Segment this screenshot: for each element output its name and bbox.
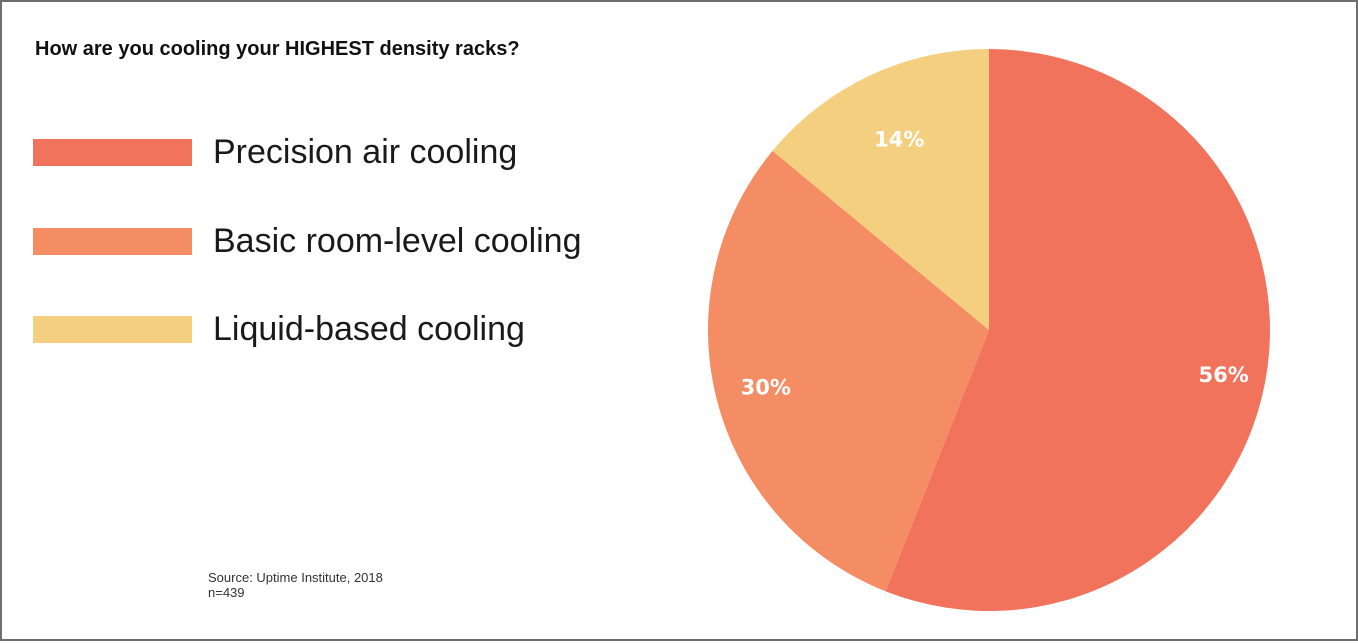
source-note: Source: Uptime Institute, 2018 n=439 [208,570,383,600]
slice-label-basic-room: 30% [741,375,791,399]
slice-label-liquid-based: 14% [874,127,924,151]
legend-swatch-liquid-based [33,315,192,343]
legend-label-liquid-based: Liquid-based cooling [213,309,525,348]
legend-label-precision-air: Precision air cooling [213,132,518,171]
legend-swatch-basic-room [33,227,192,255]
legend-item-liquid-based: Liquid-based cooling [33,307,525,351]
legend-item-precision-air: Precision air cooling [33,130,517,174]
legend-item-basic-room: Basic room-level cooling [33,219,582,263]
legend-swatch-precision-air [33,138,192,166]
source-text: Source: Uptime Institute, 2018 [208,570,383,585]
chart-title: How are you cooling your HIGHEST density… [35,38,520,60]
legend-label-basic-room: Basic room-level cooling [213,221,582,260]
pie-slice-basic-room [707,150,989,592]
pie-slice-liquid-based [772,49,989,330]
pie-slice-precision-air [885,49,1270,611]
slice-label-precision-air: 56% [1198,363,1248,387]
sample-size-text: n=439 [208,585,245,600]
